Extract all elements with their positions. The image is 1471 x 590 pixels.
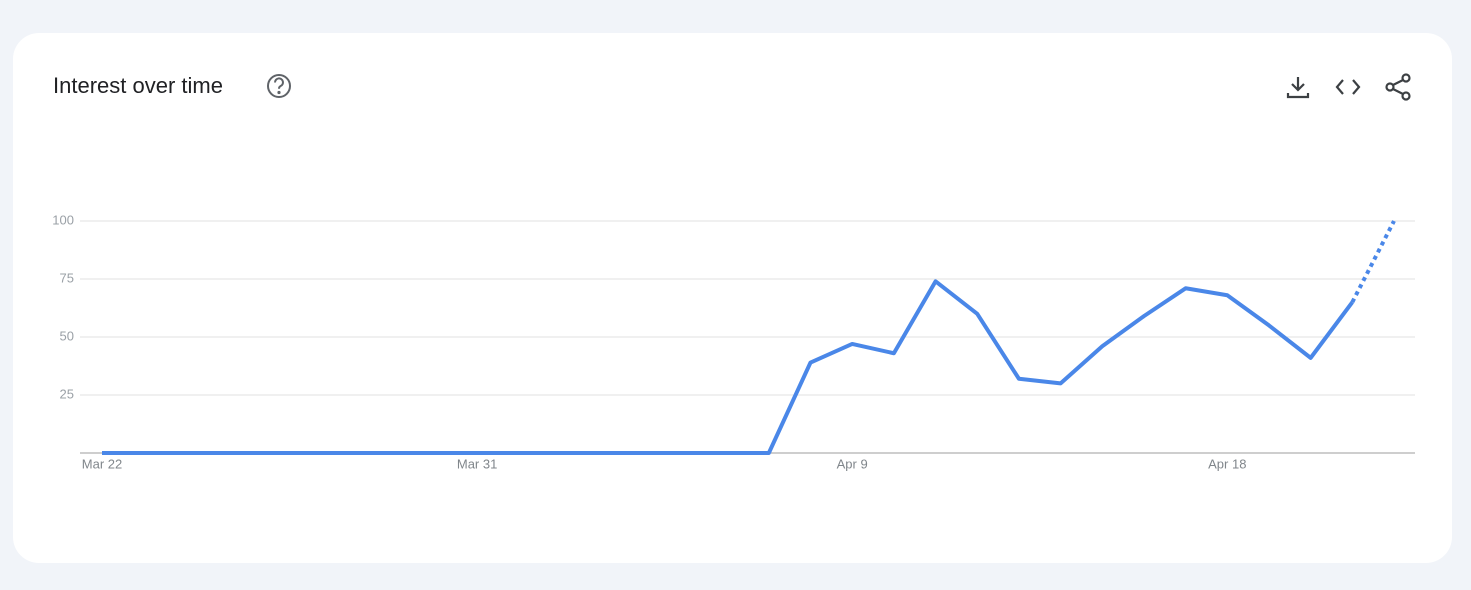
x-tick-label: Apr 18 bbox=[1208, 456, 1246, 471]
x-tick-label: Apr 9 bbox=[837, 456, 868, 471]
trend-line-partial bbox=[1350, 220, 1396, 304]
y-tick-label: 50 bbox=[60, 328, 74, 343]
y-tick-label: 100 bbox=[52, 212, 74, 227]
share-icon[interactable] bbox=[1385, 73, 1411, 101]
trend-line bbox=[102, 279, 1354, 455]
x-tick-label: Mar 22 bbox=[82, 456, 122, 471]
embed-icon[interactable] bbox=[1335, 79, 1361, 95]
download-icon[interactable] bbox=[1286, 77, 1310, 99]
card bbox=[13, 33, 1452, 563]
help-icon[interactable] bbox=[267, 74, 291, 98]
y-tick-label: 25 bbox=[60, 386, 74, 401]
y-tick-label: 75 bbox=[60, 270, 74, 285]
x-tick-label: Mar 31 bbox=[457, 456, 497, 471]
chart-title: Interest over time bbox=[53, 73, 223, 98]
